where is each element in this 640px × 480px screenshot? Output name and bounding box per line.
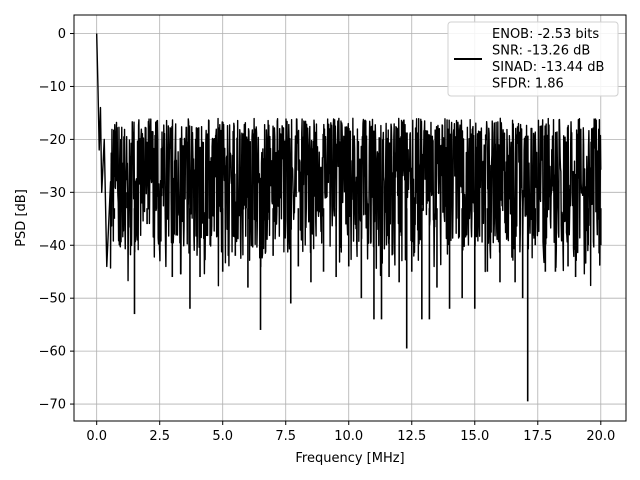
y-tick-label: −40 xyxy=(39,239,66,254)
legend-entry-line: SFDR: 1.86 xyxy=(492,77,564,92)
plot-frame xyxy=(73,14,627,422)
legend-box xyxy=(447,21,619,97)
x-axis-title: Frequency [MHz] xyxy=(295,451,404,466)
psd-noise-trace xyxy=(95,33,602,287)
x-tick-label: 7.5 xyxy=(275,429,296,444)
y-tick-label: −10 xyxy=(39,80,66,95)
x-tick-label: 12.5 xyxy=(397,429,426,444)
y-tick-label: −50 xyxy=(39,292,66,307)
legend-entry-line: ENOB: -2.53 bits xyxy=(492,27,599,42)
tick-layer: 0.0 2.5 5.0 7.5 10.0 12.5 15.0 17.5 20.0 0 −10 −20 −… xyxy=(39,27,616,444)
y-tick-label: −60 xyxy=(39,345,66,360)
x-tick-label: 10.0 xyxy=(334,429,363,444)
x-tick-label: 15.0 xyxy=(460,429,489,444)
x-tick-label: 0.0 xyxy=(86,429,107,444)
y-tick-label: −30 xyxy=(39,186,66,201)
y-tick-label: −20 xyxy=(39,133,66,148)
x-tick-label: 20.0 xyxy=(586,429,615,444)
y-tick-label: 0 xyxy=(58,27,66,42)
x-tick-label: 5.0 xyxy=(212,429,233,444)
y-tick-label: −70 xyxy=(39,398,66,413)
x-tick-label: 17.5 xyxy=(523,429,552,444)
series-layer xyxy=(95,33,602,402)
x-tick-label: 2.5 xyxy=(149,429,170,444)
legend-entry-line: SNR: -13.26 dB xyxy=(492,44,590,59)
legend-entry-line: SINAD: -13.44 dB xyxy=(492,60,604,75)
y-axis-title: PSD [dB] xyxy=(14,189,29,247)
